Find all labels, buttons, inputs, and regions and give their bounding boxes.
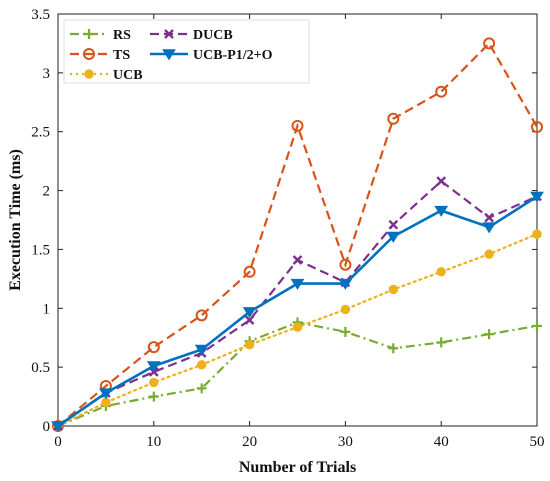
x-tick-label: 0 <box>54 434 62 450</box>
legend-rs-entry: RS <box>70 28 131 43</box>
legend-ucb-p1-2-o-label: UCB-P1/2+O <box>193 48 273 63</box>
legend-ducb-point <box>164 29 174 39</box>
series-ucb-p1-2-o-point <box>290 278 305 290</box>
x-tick-label: 10 <box>146 434 161 450</box>
legend-ts-entry: TS <box>70 48 130 63</box>
y-tick-label: 1 <box>43 301 51 317</box>
series-ts-point <box>147 341 160 354</box>
legend-ts-label: TS <box>113 48 130 63</box>
series-ucb-point <box>101 397 111 408</box>
y-axis-title: Execution Time (ms) <box>7 149 24 291</box>
series-ucb-point <box>197 360 207 370</box>
series-ucb-point <box>532 229 542 239</box>
series-ts-point <box>483 37 496 50</box>
series-ucb-p1-2-o-point <box>51 421 65 433</box>
series-rs-point <box>388 343 399 354</box>
series-ucb-p1-2-o-point <box>386 231 401 243</box>
series-ts-point <box>339 258 352 271</box>
legend-rs-point <box>84 29 94 39</box>
series-rs-point <box>484 329 495 340</box>
series-ducb-point <box>292 255 303 265</box>
y-tick-label: 2.5 <box>31 125 50 141</box>
legend-ucb-point <box>84 69 94 79</box>
x-tick-label: 40 <box>434 434 449 450</box>
series-ducb-point <box>484 212 494 223</box>
series-ucb-point <box>388 284 398 295</box>
axes: 0 10 20 30 40 50 0 0.5 1 1.5 2 2.5 3 3.5 <box>31 7 544 450</box>
series-ucb-p1-2-o-point <box>482 222 497 234</box>
x-tick-label: 30 <box>338 434 353 450</box>
series-ducb-point <box>388 219 399 230</box>
series-ts <box>52 37 543 432</box>
legend-ucb-p1-2-o-entry: UCB-P1/2+O <box>150 48 273 63</box>
series-layer <box>51 37 544 433</box>
series-ucb-p1-2-o <box>51 191 544 433</box>
series-ducb-point <box>244 315 255 325</box>
series-rs-point <box>532 320 542 331</box>
series-ucb-p1-2-o-point <box>146 361 161 373</box>
series-ts-line <box>57 41 538 427</box>
series-ts-point <box>531 121 543 134</box>
y-tick-label: 1.5 <box>31 242 50 258</box>
series-rs-point <box>196 383 207 394</box>
series-ts-point <box>435 85 448 98</box>
series-rs-point <box>436 337 447 348</box>
y-tick-label: 3 <box>43 66 51 82</box>
series-ucb-point <box>340 304 351 315</box>
x-tick-label: 20 <box>242 434 257 450</box>
series-ucb-point <box>484 249 494 259</box>
legend-ducb-label: DUCB <box>193 28 233 43</box>
legend-ucb-p1-2-o-point <box>162 49 176 61</box>
series-ucb-point <box>292 322 303 332</box>
plot-frame <box>57 13 538 427</box>
x-tick-label: 50 <box>530 434 545 450</box>
series-ucb-p1-2-o-point <box>242 307 257 319</box>
series-ucb-point <box>149 377 159 388</box>
legend-rs-label: RS <box>113 28 131 43</box>
legend-ducb-entry: DUCB <box>150 28 233 43</box>
series-ucb-point <box>436 267 446 277</box>
series-ts-point <box>387 112 400 125</box>
series-ducb-point <box>436 176 447 187</box>
series-ucb-p1-2-o-point <box>194 344 209 356</box>
series-rs-point <box>340 326 351 337</box>
series-rs-point <box>148 391 159 402</box>
series-ucb-p1-2-o-point <box>338 278 353 290</box>
x-axis-title: Number of Trials <box>239 459 356 476</box>
series-ucb <box>53 229 542 431</box>
series-ucb-p1-2-o-point <box>434 205 449 217</box>
legend: RS TS UCB DUCB UCB-P1/2+O <box>63 19 310 84</box>
legend-ts-point <box>83 48 95 60</box>
y-tick-label: 3.5 <box>31 7 50 23</box>
y-tick-label: 0.5 <box>31 360 50 376</box>
legend-ucb-entry: UCB <box>70 68 143 83</box>
series-ucb-p1-2-o-point <box>530 191 544 203</box>
y-tick-label: 0 <box>43 419 51 435</box>
y-tick-label: 2 <box>43 184 51 200</box>
legend-ucb-label: UCB <box>113 68 143 83</box>
series-ts-point <box>243 265 256 278</box>
series-ts-point <box>195 309 208 322</box>
series-ucb-point <box>244 340 255 350</box>
series-ucb-p1-2-o-point <box>98 388 113 400</box>
legend-box <box>63 19 310 84</box>
series-ts-point <box>291 119 304 132</box>
